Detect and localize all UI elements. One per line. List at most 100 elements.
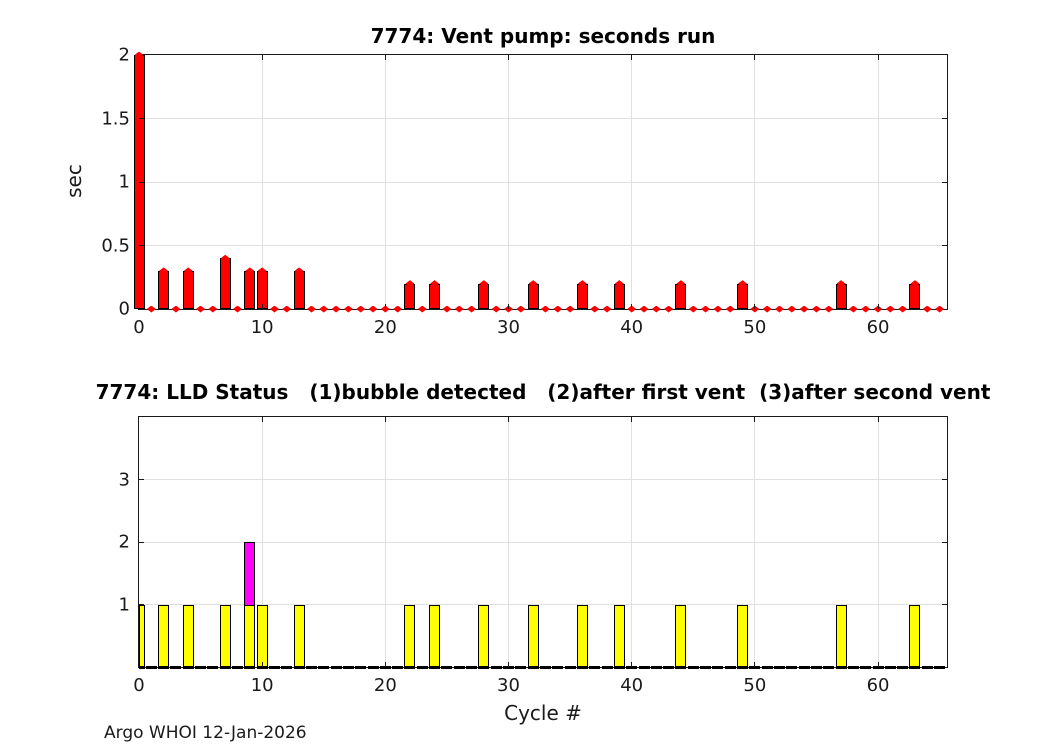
axis-tick: [877, 304, 879, 309]
y-tick-label: 1.5: [101, 108, 130, 129]
bar: [478, 604, 490, 667]
marker-diamond: [664, 305, 674, 313]
marker-diamond: [738, 280, 748, 288]
marker-diamond: [824, 305, 834, 313]
lld-status-plot-area: 0 10 20 30 40 50 60 1 2 3: [119, 416, 948, 696]
marker-diamond: [910, 280, 920, 288]
y-tick-label: 1: [118, 594, 130, 615]
axis-tick: [631, 662, 633, 667]
zero-bar-dash: [909, 665, 921, 669]
zero-bar-dash: [675, 665, 687, 669]
axis-tick: [261, 662, 263, 667]
x-tick-label: 50: [743, 317, 767, 338]
bar: [139, 604, 145, 667]
marker-diamond: [848, 305, 858, 313]
axis-tick: [877, 417, 879, 422]
marker-diamond: [577, 280, 587, 288]
bar: [182, 604, 194, 667]
axis-tick: [754, 55, 756, 60]
axis-tick: [261, 55, 263, 60]
zero-bar-dash: [823, 665, 835, 669]
marker-diamond: [183, 267, 193, 275]
gridline-horizontal: [139, 245, 947, 246]
marker-diamond: [146, 305, 156, 313]
zero-bar-dash: [404, 665, 416, 669]
zero-bar-dash: [872, 665, 884, 669]
zero-bar-dash: [613, 665, 625, 669]
x-tick-label: 50: [743, 675, 767, 696]
bar: [909, 283, 921, 309]
gridline-horizontal: [139, 541, 947, 543]
marker-diamond: [134, 51, 144, 59]
y-tick-label: 0: [118, 298, 130, 320]
marker-diamond: [799, 305, 809, 313]
marker-diamond: [356, 305, 366, 313]
bar: [404, 604, 416, 667]
zero-bar-dash: [379, 665, 391, 669]
axis-tick: [631, 55, 633, 60]
zero-bar-dash: [330, 665, 342, 669]
bar: [576, 283, 588, 309]
bar: [219, 258, 231, 309]
zero-bar-dash: [527, 665, 539, 669]
bar: [158, 604, 170, 667]
marker-diamond: [861, 305, 871, 313]
x-tick-label: 0: [133, 675, 145, 696]
marker-diamond: [405, 280, 415, 288]
zero-bar-dash: [342, 665, 354, 669]
marker-diamond: [430, 280, 440, 288]
x-tick-label: 0: [133, 317, 145, 338]
zero-bar-dash: [453, 665, 465, 669]
zero-bar-dash: [392, 665, 404, 669]
zero-bar-dash: [478, 665, 490, 669]
zero-bar-dash: [564, 665, 576, 669]
zero-bar-dash: [724, 665, 736, 669]
axis-tick: [942, 479, 947, 480]
zero-bar-dash: [182, 665, 194, 669]
x-tick-label: 10: [250, 317, 274, 338]
zero-bar-dash: [687, 665, 699, 669]
marker-diamond: [750, 305, 760, 313]
zero-bar-dash: [700, 665, 712, 669]
marker-diamond: [380, 305, 390, 313]
bar: [613, 283, 625, 309]
marker-diamond: [836, 280, 846, 288]
bar: [909, 604, 921, 667]
axis-tick: [508, 55, 509, 60]
bar: [244, 604, 256, 667]
axis-tick: [139, 479, 144, 480]
axis-tick: [942, 181, 947, 183]
marker-diamond: [885, 305, 895, 313]
axis-tick: [384, 304, 386, 309]
zero-bar-dash: [195, 665, 207, 669]
marker-diamond: [331, 305, 341, 313]
axis-tick: [384, 55, 386, 60]
axis-tick: [139, 245, 144, 246]
zero-bar-dash: [934, 665, 946, 669]
bar: [675, 604, 687, 667]
zero-bar-dash: [798, 665, 810, 669]
x-tick-label: 40: [620, 317, 644, 338]
bar: [613, 604, 625, 667]
zero-bar-dash: [712, 665, 724, 669]
axis-tick: [942, 245, 947, 246]
bar: [219, 604, 231, 667]
bar: [293, 604, 305, 667]
bar: [737, 283, 749, 309]
marker-diamond: [713, 305, 723, 313]
zero-bar-dash: [810, 665, 822, 669]
marker-diamond: [442, 305, 452, 313]
axis-tick: [261, 304, 263, 309]
x-tick-label: 30: [497, 675, 520, 696]
axis-tick: [942, 118, 947, 119]
zero-bar-dash: [305, 665, 317, 669]
gridline-horizontal: [139, 479, 947, 480]
marker-diamond: [294, 267, 304, 275]
marker-diamond: [269, 305, 279, 313]
bar: [244, 270, 256, 309]
marker-diamond: [491, 305, 501, 313]
chart-title-lld-status: 7774: LLD Status (1)bubble detected (2)a…: [95, 380, 991, 404]
axis-tick: [754, 417, 756, 422]
x-tick-label: 10: [250, 675, 274, 696]
zero-bar-dash: [539, 665, 551, 669]
